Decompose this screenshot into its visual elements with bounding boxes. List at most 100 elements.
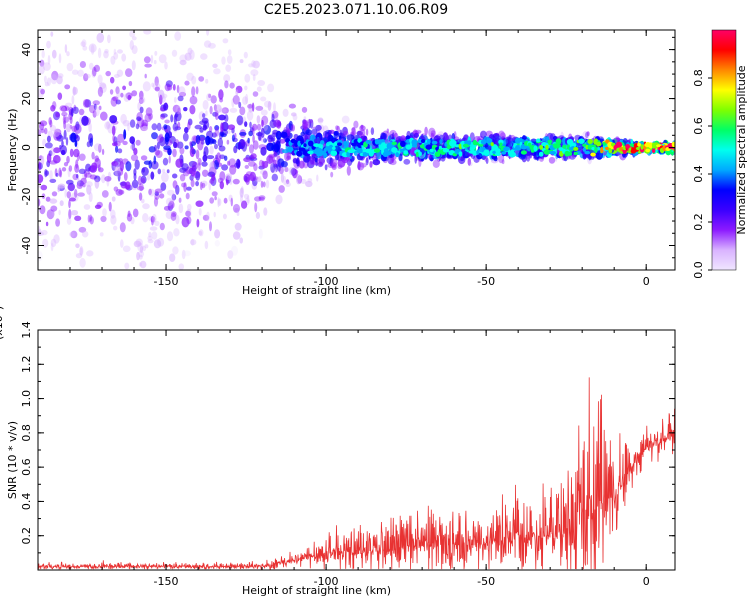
spectrogram-cell (121, 53, 127, 62)
spectrogram-cell (288, 166, 296, 176)
spectrogram-cell (208, 42, 216, 49)
spectrogram-cell (214, 196, 217, 201)
spectrogram-cell (305, 129, 313, 136)
spectrogram-cell (164, 132, 170, 143)
spectrogram-cell (256, 123, 262, 131)
spectrogram-cell (208, 126, 213, 133)
spectrogram-cell (222, 213, 227, 220)
spectrogram-cell (38, 231, 45, 236)
spectrogram-cell (61, 106, 66, 114)
spectrogram-cell (243, 173, 251, 183)
spectrogram-cell (161, 172, 169, 183)
spec-ytick-label: -40 (20, 237, 33, 255)
spectrogram-cell (403, 150, 409, 155)
spectrogram-cell (236, 211, 240, 216)
spectrogram-cell (288, 103, 296, 109)
spectrogram-cell (219, 171, 226, 182)
spectrogram-cell (202, 154, 208, 162)
spectrogram-cell (264, 100, 272, 108)
spectrogram-cell (280, 131, 288, 138)
spectrogram-cell (167, 189, 175, 196)
snr-xtick-label: -100 (314, 575, 339, 588)
spectrogram-cell (93, 64, 100, 72)
spectrogram-cell (84, 73, 91, 79)
spectrogram-cell (97, 86, 103, 97)
spectrogram-cell (187, 121, 191, 130)
spectrogram-cell (244, 197, 250, 205)
spectrogram-cell (43, 127, 48, 135)
spectrogram-cell (184, 52, 192, 61)
spectrogram-cell (256, 115, 261, 124)
spectrogram-cell (470, 147, 475, 152)
spectrogram-cell (201, 161, 208, 167)
spectrogram-cell (202, 169, 209, 177)
spectrogram-cell (66, 191, 72, 199)
spectrogram-cell (227, 160, 231, 166)
spectrogram-cell (98, 164, 101, 171)
spectrogram-cell (195, 181, 200, 187)
spectrogram-cell (62, 115, 66, 125)
spectrogram-cell (227, 129, 231, 135)
spectrogram-cell (317, 118, 324, 123)
spectrogram-cell (80, 41, 86, 47)
spectrogram-cell (71, 69, 79, 75)
spectrogram-cell (370, 127, 375, 135)
spectrogram-cell (365, 157, 369, 166)
spectrogram-cell (118, 189, 125, 195)
spectrogram-cell (86, 184, 92, 195)
spectrogram-cell (315, 124, 322, 131)
spectrogram-cell (50, 31, 54, 37)
spectrogram-cell (317, 118, 324, 123)
spectrogram-cell (178, 86, 186, 97)
spectrogram-cell (359, 162, 366, 168)
spectrogram-cell (308, 118, 312, 129)
spectrogram-cell (179, 59, 187, 66)
spectrogram-cell (64, 84, 71, 90)
spectrogram-cell (301, 106, 308, 113)
spectrogram-cell (209, 221, 212, 232)
spectrogram-cell (256, 86, 262, 92)
spectrogram-cell (292, 114, 298, 121)
spectrogram-cell (262, 181, 266, 188)
spectrogram-cell (214, 229, 221, 239)
spectrogram-cell (116, 69, 124, 77)
spectrogram-cell (260, 135, 266, 143)
spectrogram-cell (167, 148, 172, 156)
spectrogram-cell (89, 137, 94, 147)
spectrogram-cell (178, 203, 184, 214)
spectrogram-cell (80, 177, 87, 185)
spectrogram-cell (38, 228, 42, 236)
spectrogram-cell (317, 117, 324, 124)
spectrogram-cell (369, 161, 373, 168)
spectrogram-cell (50, 242, 54, 252)
spectrogram-cell (499, 142, 503, 146)
spectrogram-cell (202, 124, 207, 131)
spectrogram-cell (71, 192, 79, 202)
spectrogram-cell (41, 50, 45, 59)
spectrogram-cell (61, 111, 68, 117)
spectrogram-cell (232, 95, 240, 105)
spectrogram-cell (186, 216, 192, 225)
spectrogram-cell (239, 237, 243, 244)
spectrogram-cell (596, 141, 602, 147)
spectrogram-cell (587, 139, 593, 144)
spectrogram-cell (143, 160, 151, 165)
spectrogram-cell (49, 170, 53, 180)
spectrogram-cell (213, 104, 217, 112)
spectrogram-cell (210, 95, 217, 104)
spectrogram-cell (267, 101, 272, 111)
spectrogram-cell (79, 247, 83, 255)
spectrogram-cell (45, 221, 49, 227)
spectrogram-cell (78, 168, 86, 174)
spectrogram-cell (228, 158, 236, 168)
spectrogram-cell (154, 220, 160, 226)
spectrogram-cell (221, 164, 229, 171)
spectrogram-cell (209, 105, 213, 115)
spectrogram-cell (56, 75, 63, 85)
spectrogram-cell (398, 153, 403, 162)
spectrogram-cell (307, 140, 314, 147)
spectrogram-cell (267, 83, 275, 93)
spectrogram-cell (418, 151, 422, 156)
spectrogram-cell (578, 138, 585, 144)
spectrogram-cell (202, 100, 209, 110)
